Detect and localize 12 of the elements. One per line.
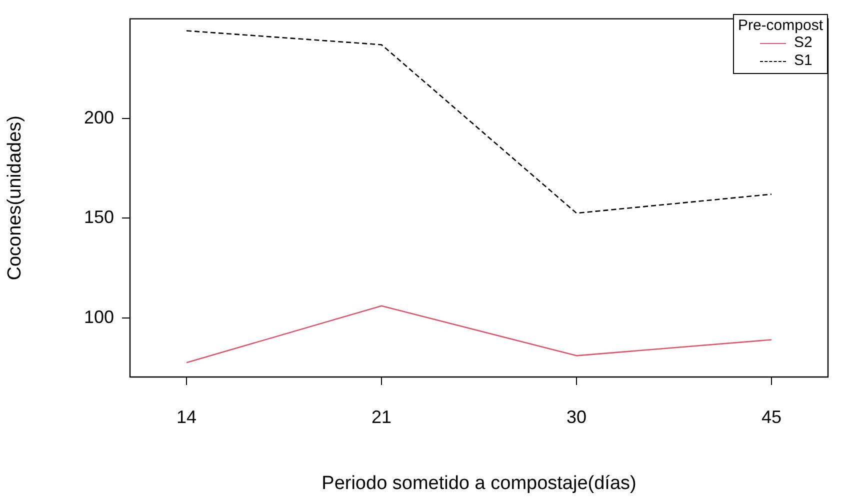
x-axis-title: Periodo sometido a compostaje(días): [322, 472, 636, 494]
y-tick-label: 150: [84, 207, 114, 228]
legend-title: Pre-compost: [738, 17, 823, 34]
x-tick-label: 14: [176, 406, 197, 427]
y-axis-title: Cocones(unidades): [4, 116, 26, 280]
x-tick-label: 30: [566, 406, 586, 427]
y-tick-label: 100: [84, 306, 114, 327]
legend-label: S2: [794, 34, 812, 52]
x-tick-label: 45: [761, 406, 782, 427]
legend-label: S1: [794, 52, 812, 70]
x-tick-label: 21: [372, 406, 392, 427]
y-tick-label: 200: [84, 107, 114, 128]
